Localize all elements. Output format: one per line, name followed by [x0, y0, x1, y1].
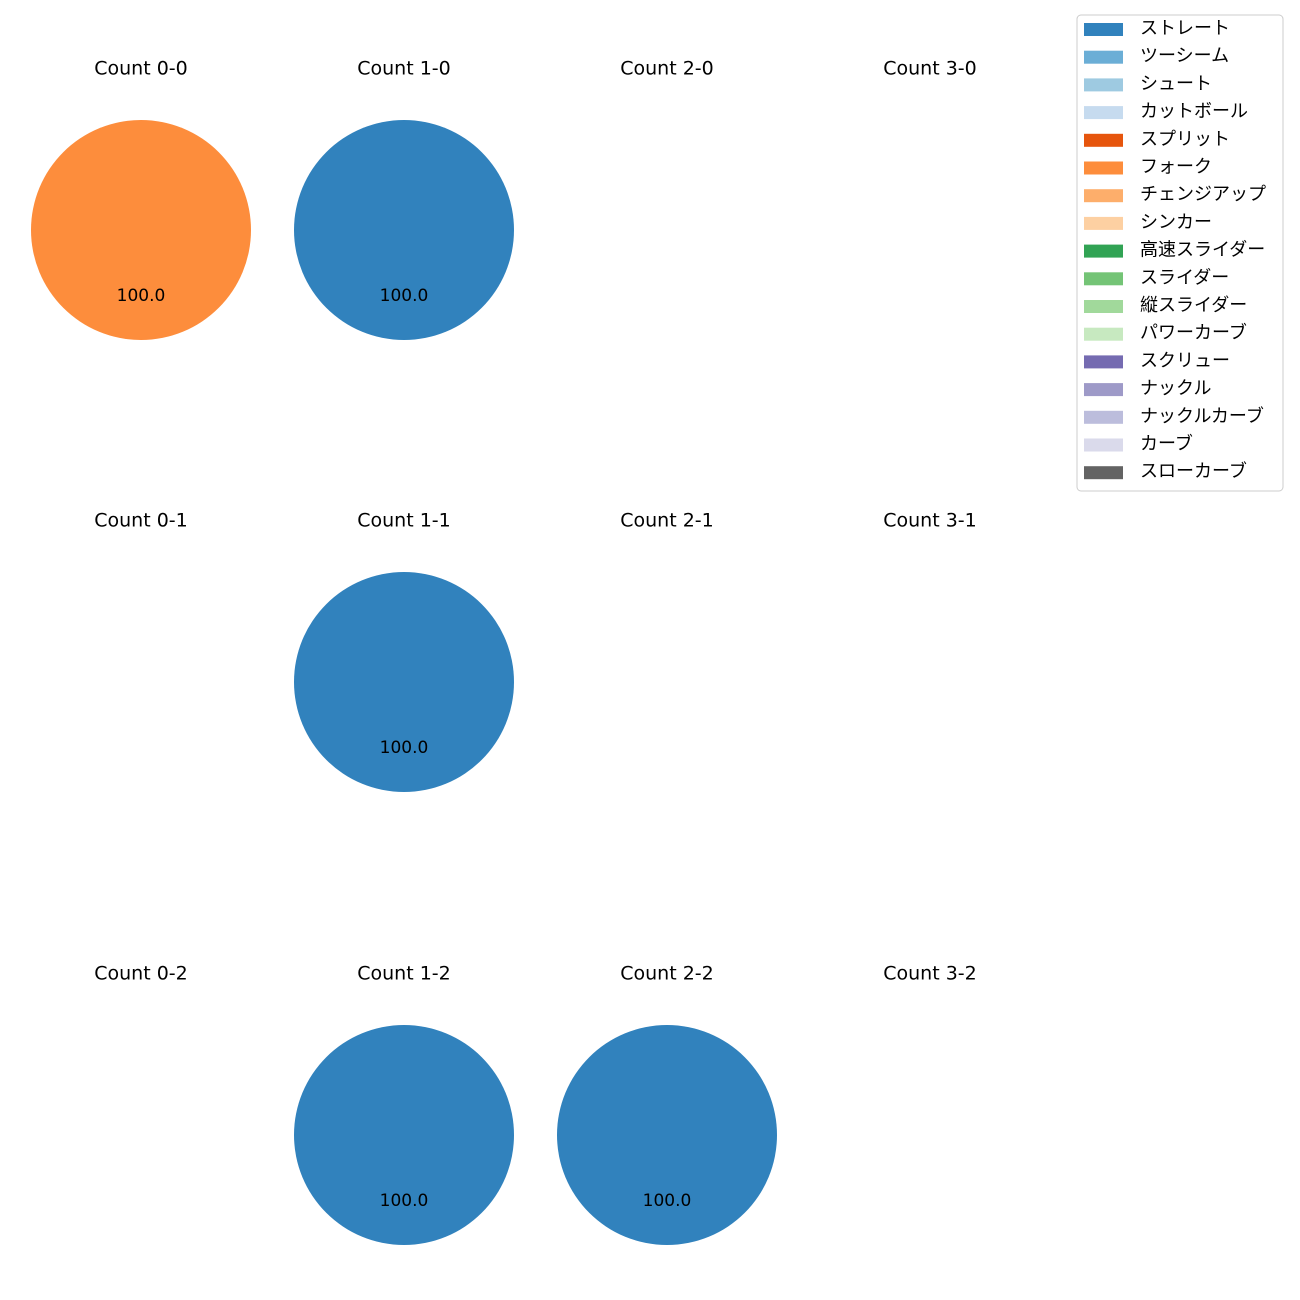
legend-swatch — [1084, 106, 1123, 120]
legend-label: 高速スライダー — [1140, 240, 1265, 261]
legend-swatch — [1084, 410, 1123, 424]
legend-label: ストレート — [1140, 18, 1230, 39]
subplot-title: Count 0-2 — [94, 963, 188, 985]
legend-swatch — [1084, 50, 1123, 64]
pie-slice — [294, 1025, 514, 1245]
legend-swatch — [1084, 133, 1123, 147]
legend-label: パワーカーブ — [1140, 322, 1247, 344]
legend-swatch — [1084, 244, 1123, 258]
subplot-title: Count 3-0 — [883, 58, 977, 80]
subplot-title: Count 2-1 — [620, 510, 714, 532]
subplot-title: Count 1-0 — [357, 58, 451, 80]
value-label: 100.0 — [643, 1191, 692, 1211]
pie-slice — [294, 572, 514, 792]
legend-label: シンカー — [1140, 212, 1212, 233]
legend-label: ナックルカーブ — [1140, 405, 1264, 427]
legend-label: カーブ — [1140, 433, 1193, 455]
legend-swatch — [1084, 216, 1123, 230]
pie-slice — [557, 1025, 777, 1245]
legend-swatch — [1084, 438, 1123, 452]
legend-swatch — [1084, 23, 1123, 36]
value-label: 100.0 — [117, 286, 166, 306]
subplot-title: Count 3-1 — [883, 510, 977, 532]
subplot-title: Count 1-1 — [357, 510, 451, 532]
value-label: 100.0 — [380, 1191, 429, 1211]
legend-swatch — [1084, 355, 1123, 369]
legend-label: ツーシーム — [1140, 46, 1229, 67]
legend-swatch — [1084, 383, 1123, 397]
subplot-title: Count 1-2 — [357, 963, 451, 985]
value-label: 100.0 — [380, 738, 429, 758]
pie-slice — [31, 120, 251, 340]
legend-label: ナックル — [1140, 378, 1211, 399]
legend-swatch — [1084, 272, 1123, 286]
legend-label: シュート — [1140, 73, 1212, 94]
legend-label: チェンジアップ — [1140, 184, 1266, 205]
subplot-title: Count 2-0 — [620, 58, 714, 80]
legend-label: スクリュー — [1140, 350, 1230, 371]
legend-swatch — [1084, 327, 1123, 341]
legend-swatch — [1084, 300, 1123, 313]
subplot-title: Count 3-2 — [883, 963, 977, 985]
legend-label: スローカーブ — [1140, 460, 1247, 482]
legend-swatch — [1084, 161, 1123, 175]
subplot-title: Count 0-1 — [94, 510, 188, 532]
legend-frame — [1076, 14, 1284, 492]
legend-label: スプリット — [1140, 129, 1230, 150]
legend-label: 縦スライダー — [1140, 295, 1247, 316]
legend-label: カットボール — [1140, 101, 1248, 122]
value-label: 100.0 — [380, 286, 429, 306]
subplot-title: Count 0-0 — [94, 58, 188, 80]
legend-swatch — [1084, 78, 1123, 92]
legend-swatch — [1084, 189, 1123, 203]
pie-slice — [294, 120, 514, 340]
subplot-title: Count 2-2 — [620, 963, 714, 985]
legend-label: フォーク — [1140, 157, 1212, 178]
legend-swatch — [1084, 466, 1123, 480]
legend-label: スライダー — [1140, 267, 1229, 288]
